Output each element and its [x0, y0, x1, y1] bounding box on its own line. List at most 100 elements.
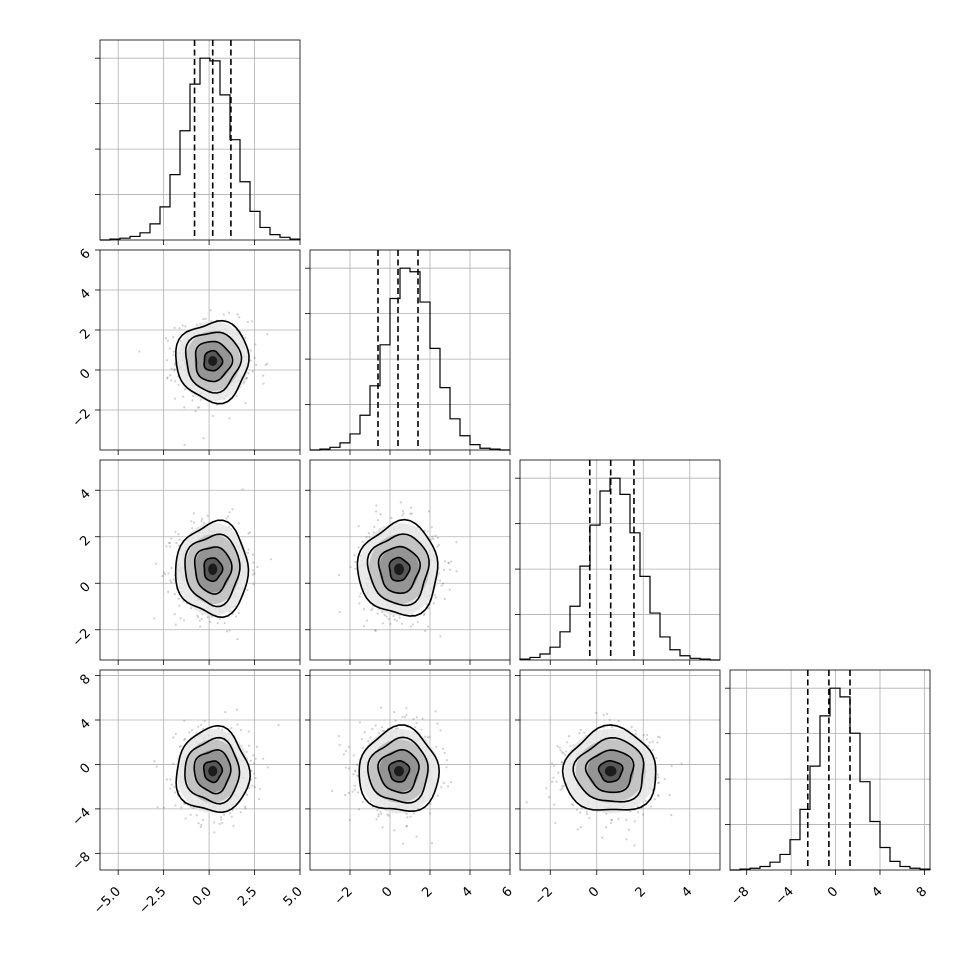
scatter-point	[234, 615, 238, 618]
scatter-point	[625, 818, 628, 821]
scatter-point	[651, 749, 654, 752]
scatter-point	[188, 731, 191, 734]
scatter-point	[405, 825, 408, 828]
panel-frame	[309, 249, 511, 451]
scatter-point	[383, 614, 386, 617]
scatter-point	[244, 807, 247, 810]
scatter-point	[257, 797, 260, 801]
scatter-point	[579, 826, 582, 829]
scatter-point	[410, 512, 413, 515]
histogram-2	[519, 477, 720, 661]
scatter-point	[244, 336, 247, 339]
scatter-point	[163, 573, 167, 576]
scatter-point	[170, 783, 174, 786]
scatter-point	[165, 545, 168, 548]
scatter-point	[393, 829, 396, 832]
scatter-point	[433, 594, 436, 597]
scatter-point	[421, 717, 424, 720]
scatter-point	[173, 593, 176, 596]
scatter-point	[266, 333, 269, 336]
scatter-point	[168, 347, 171, 350]
scatter-point	[437, 543, 440, 547]
contour-line-1	[193, 546, 233, 595]
scatter-point	[668, 793, 671, 797]
scatter-point	[206, 514, 209, 517]
scatter-point	[554, 822, 557, 825]
scatter-point	[189, 607, 193, 610]
scatter-point	[154, 562, 157, 565]
scatter-point	[253, 572, 256, 575]
scatter-point	[182, 395, 185, 398]
x-tick-label: 2	[633, 884, 649, 900]
scatter-point	[192, 394, 195, 398]
scatter-point	[206, 616, 209, 619]
x-tick-label: 4	[679, 884, 695, 900]
scatter-point	[162, 806, 166, 809]
scatter-point	[362, 608, 366, 611]
scatter-point	[177, 597, 180, 600]
scatter-point	[443, 751, 446, 754]
scatter-point	[191, 526, 194, 530]
scatter-point	[353, 784, 356, 787]
scatter-point	[337, 735, 341, 738]
scatter-point	[254, 777, 257, 780]
panel-content	[337, 501, 458, 638]
scatter-point	[358, 595, 361, 598]
y-tick-label: −2	[70, 406, 94, 430]
scatter-point	[645, 738, 649, 741]
contour-line-0	[202, 760, 224, 784]
contour-line-1	[194, 340, 234, 383]
panel-frame	[309, 669, 511, 871]
y-tick-label: −4	[70, 805, 94, 829]
scatter-point	[222, 313, 225, 316]
scatter-point	[362, 746, 365, 749]
scatter-point	[432, 537, 435, 540]
scatter-point	[173, 397, 176, 400]
scatter-point	[277, 723, 280, 727]
x-tick-label: 0	[379, 884, 395, 900]
scatter-point	[252, 561, 255, 564]
scatter-point	[651, 740, 654, 743]
scatter-point	[231, 809, 234, 812]
scatter-point	[165, 359, 169, 362]
scatter-point	[442, 568, 446, 571]
scatter-point	[436, 545, 439, 548]
scatter-point	[190, 729, 194, 732]
scatter-point	[583, 731, 586, 734]
y-tick-label: 8	[77, 672, 93, 688]
scatter-point	[415, 835, 418, 838]
scatter-point	[200, 723, 203, 727]
scatter-point	[354, 769, 357, 772]
scatter-point	[172, 578, 175, 581]
x-tick-label: 4	[869, 884, 885, 900]
scatter-point	[569, 745, 572, 748]
scatter-point	[196, 406, 199, 409]
histogram-1	[310, 267, 510, 451]
scatter-point	[670, 765, 673, 768]
scatter-point	[166, 339, 169, 342]
scatter-point	[564, 753, 567, 757]
scatter-point	[374, 629, 377, 633]
scatter-point	[183, 406, 186, 409]
scatter-point	[608, 718, 611, 722]
contour-line-2	[184, 533, 241, 608]
contour-line-0	[597, 760, 624, 783]
scatter-point	[443, 597, 446, 600]
scatter-point	[443, 560, 447, 563]
scatter-point	[445, 766, 448, 769]
scatter-point	[167, 572, 170, 575]
scatter-point	[432, 602, 435, 605]
scatter-point	[434, 710, 437, 713]
scatter-point	[402, 512, 405, 515]
scatter-point	[228, 417, 231, 420]
scatter-point	[610, 725, 613, 729]
scatter-point	[253, 772, 256, 775]
scatter-point	[177, 544, 180, 547]
scatter-point	[365, 619, 369, 622]
scatter-point	[223, 621, 226, 625]
scatter-point	[344, 766, 347, 769]
scatter-point	[604, 826, 608, 829]
scatter-point	[172, 762, 175, 765]
panel-frame	[99, 459, 301, 661]
scatter-point	[455, 541, 458, 544]
